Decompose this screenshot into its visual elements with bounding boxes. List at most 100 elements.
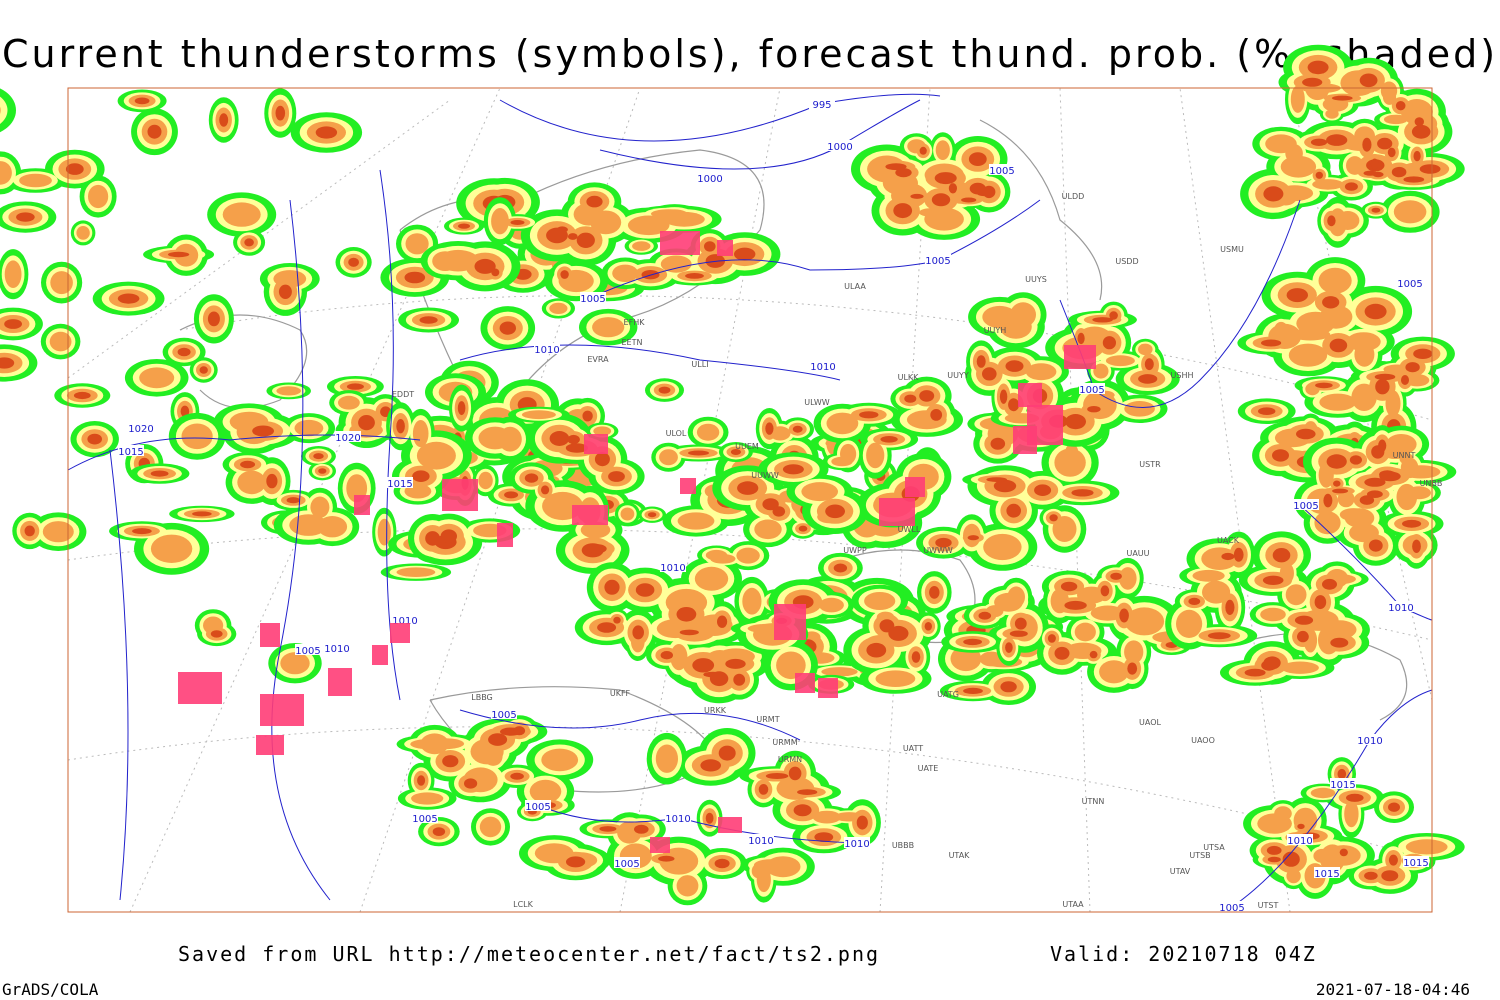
probability-area	[346, 383, 364, 390]
probability-area	[1302, 77, 1323, 87]
probability-area	[1380, 81, 1398, 101]
probability-area	[1297, 630, 1309, 643]
probability-area	[1290, 85, 1305, 113]
isobar-label-bg	[580, 292, 606, 303]
station-code: URMN	[778, 755, 802, 764]
isobar-label-bg	[335, 431, 361, 442]
probability-area	[1359, 73, 1378, 88]
station-code: ULWW	[804, 398, 829, 407]
probability-area	[833, 563, 848, 573]
station-code: UACK	[1217, 536, 1240, 545]
isobar-label: 1010	[810, 362, 835, 373]
isobar-label: 1010	[1287, 836, 1312, 847]
probability-area	[1266, 845, 1282, 855]
isobar-label-bg	[827, 140, 853, 151]
isobar-label: 1010	[392, 616, 417, 627]
isobar-label-bg	[1357, 734, 1383, 745]
probability-area	[718, 745, 736, 761]
probability-area	[700, 759, 721, 772]
probability-area	[1381, 870, 1399, 882]
probability-area	[993, 479, 1017, 493]
probability-area	[910, 193, 924, 199]
probability-area	[983, 533, 1022, 561]
station-code: URKK	[704, 706, 727, 715]
probability-area	[765, 773, 789, 779]
station-code: UTAK	[949, 851, 971, 860]
probability-area	[1102, 336, 1116, 350]
probability-area	[1313, 848, 1331, 863]
probability-area	[1005, 642, 1013, 653]
probability-area	[1297, 823, 1305, 830]
probability-area	[1391, 166, 1407, 178]
station-code: UAOL	[1139, 718, 1161, 727]
probability-area	[1064, 600, 1087, 610]
probability-area	[150, 470, 169, 477]
probability-area	[880, 436, 898, 443]
probability-area	[0, 357, 15, 369]
probability-area	[935, 537, 952, 548]
probability-area	[1014, 617, 1027, 630]
probability-area	[1326, 134, 1348, 146]
probability-area	[479, 816, 502, 838]
probability-area	[404, 271, 426, 284]
probability-area	[885, 163, 907, 171]
probability-area	[1282, 851, 1300, 867]
probability-area	[278, 284, 292, 299]
probability-area	[1225, 599, 1235, 616]
probability-area	[240, 460, 256, 469]
probability-area	[840, 443, 857, 465]
station-code: ULAA	[844, 282, 866, 291]
storm-symbol	[660, 231, 700, 255]
probability-area	[180, 405, 190, 418]
probability-area	[725, 658, 746, 669]
probability-area	[990, 437, 1006, 450]
probability-area	[4, 260, 22, 289]
probability-area	[1364, 477, 1386, 487]
probability-area	[1319, 393, 1356, 411]
isobar-label: 1000	[697, 174, 722, 185]
probability-area	[1109, 311, 1118, 320]
probability-area	[919, 390, 935, 402]
probability-area	[797, 789, 818, 795]
probability-area	[4, 319, 22, 329]
isobar	[109, 449, 129, 901]
probability-area	[1318, 625, 1340, 655]
isobar-label: 995	[812, 100, 831, 111]
probability-area	[1192, 569, 1225, 582]
station-code: UATE	[918, 764, 939, 773]
probability-area	[859, 411, 879, 419]
probability-area	[814, 832, 834, 842]
probability-area	[1074, 622, 1096, 642]
probability-area	[594, 452, 610, 467]
probability-area	[1396, 483, 1418, 511]
probability-area	[655, 744, 679, 773]
probability-area	[474, 258, 496, 274]
probability-area	[1274, 806, 1292, 821]
station-code: UWWW	[923, 546, 953, 555]
isobar	[459, 344, 841, 381]
isobar-label-bg	[392, 614, 418, 625]
storm-symbol	[905, 477, 925, 497]
station-code: UTAV	[1170, 867, 1191, 876]
isobar-label-bg	[748, 834, 774, 845]
station-code: UATT	[903, 744, 923, 753]
probability-area	[1119, 608, 1129, 623]
isobar-label: 1005	[614, 859, 639, 870]
isobar-label: 1000	[827, 142, 852, 153]
probability-area	[709, 671, 729, 687]
station-code: UTAA	[1062, 900, 1084, 909]
isobar-label: 1010	[665, 814, 690, 825]
probability-area	[587, 544, 607, 554]
isobar-label: 1005	[1079, 385, 1104, 396]
isobar-label: 1010	[1388, 603, 1413, 614]
probability-area	[705, 549, 728, 561]
probability-area	[565, 443, 589, 453]
station-code: UTNN	[1082, 797, 1105, 806]
probability-area	[521, 410, 556, 420]
probability-area	[1315, 382, 1333, 389]
probability-area	[310, 496, 330, 518]
isobar-label-bg	[295, 644, 321, 655]
storm-symbol	[774, 604, 806, 640]
probability-area	[313, 453, 324, 460]
probability-area	[1124, 640, 1144, 664]
